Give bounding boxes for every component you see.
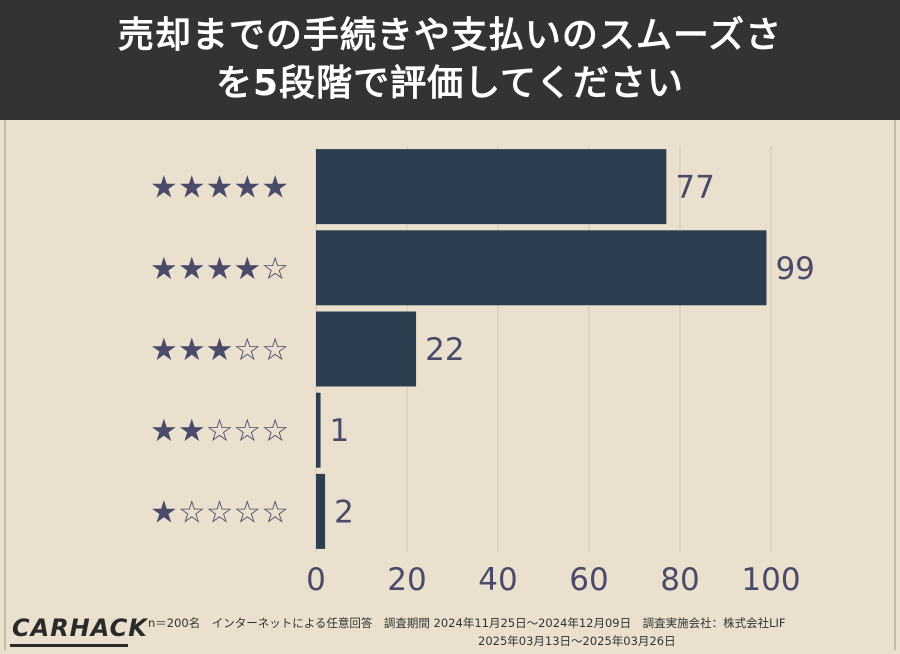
survey-note-line-2: 2025年03月13日～2025年03月26日 <box>478 634 676 648</box>
value-label-1: 77 <box>675 170 714 206</box>
category-label-2: ★★★★☆ <box>150 251 289 287</box>
chart-title: 売却までの手続きや支払いのスムーズさ を5段階で評価してください <box>0 0 900 120</box>
x-tick-label-20: 20 <box>387 562 426 598</box>
bar-5 <box>316 473 326 549</box>
title-line-1: 売却までの手続きや支払いのスムーズさ <box>117 15 783 56</box>
x-tick-label-40: 40 <box>478 562 517 598</box>
carhack-logo: CARHACK <box>12 614 148 642</box>
bar-4 <box>316 392 321 468</box>
bar-1 <box>316 149 667 225</box>
category-label-1: ★★★★★ <box>150 170 289 206</box>
value-label-5: 2 <box>334 494 354 530</box>
category-label-4: ★★☆☆☆ <box>150 413 289 449</box>
category-label-3: ★★★☆☆ <box>150 332 289 368</box>
value-label-4: 1 <box>330 413 350 449</box>
x-tick-label-60: 60 <box>569 562 608 598</box>
x-tick-label-100: 100 <box>741 562 800 598</box>
footer: CARHACK n＝200名 インターネットによる任意回答 調査期間 2024年… <box>0 606 900 654</box>
bar-2 <box>316 230 767 306</box>
x-tick-label-0: 0 <box>306 562 326 598</box>
bar-3 <box>316 311 417 387</box>
title-line-2: を5段階で評価してください <box>216 63 684 104</box>
value-label-2: 99 <box>775 251 814 287</box>
x-tick-label-80: 80 <box>660 562 699 598</box>
category-label-5: ★☆☆☆☆ <box>150 494 289 530</box>
survey-note-line-1: n＝200名 インターネットによる任意回答 調査期間 2024年11月25日～2… <box>148 616 786 630</box>
value-label-3: 22 <box>425 332 464 368</box>
logo-underline <box>10 644 128 647</box>
